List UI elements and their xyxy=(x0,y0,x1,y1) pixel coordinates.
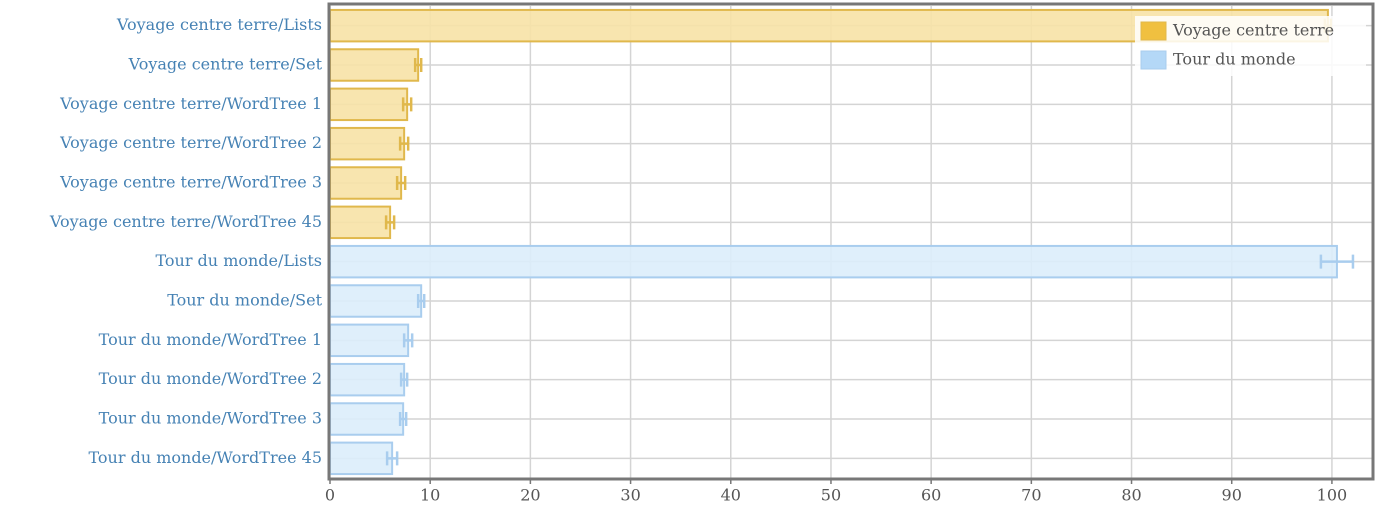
error-bar xyxy=(1319,254,1355,269)
error-bar xyxy=(416,294,426,308)
error-bar xyxy=(413,58,423,72)
error-bar xyxy=(395,176,407,190)
y-tick-label: Tour du monde/Lists xyxy=(155,251,322,270)
error-bar xyxy=(401,97,413,112)
y-tick-label: Tour du monde/WordTree 1 xyxy=(99,330,322,349)
x-tick-label: 50 xyxy=(821,486,841,505)
bar xyxy=(329,166,403,200)
y-tick-label: Tour du monde/WordTree 3 xyxy=(99,409,322,428)
bar xyxy=(329,284,423,318)
error-bar xyxy=(398,136,410,151)
y-tick-label: Voyage centre terre/WordTree 2 xyxy=(59,133,322,152)
x-tick-label: 10 xyxy=(420,486,440,505)
x-tick-label: 70 xyxy=(1021,486,1041,505)
legend-swatch xyxy=(1140,50,1167,70)
y-tick-label: Voyage centre terre/Lists xyxy=(116,15,322,34)
x-tick-label: 40 xyxy=(721,486,741,505)
legend-label: Voyage centre terre xyxy=(1172,21,1334,40)
error-bar xyxy=(398,412,408,426)
x-tick-label: 80 xyxy=(1121,486,1141,505)
y-tick-label: Voyage centre terre/WordTree 1 xyxy=(59,94,322,113)
x-tick-label: 0 xyxy=(325,486,335,505)
y-tick-label: Tour du monde/Set xyxy=(167,291,322,310)
y-tick-label: Tour du monde/WordTree 2 xyxy=(99,369,322,388)
y-tick-label: Voyage centre terre/WordTree 3 xyxy=(59,173,322,192)
x-tick-label: 30 xyxy=(620,486,640,505)
bar xyxy=(329,244,1338,279)
error-bar xyxy=(384,215,396,230)
bar xyxy=(329,323,410,358)
bar xyxy=(329,48,420,82)
bar xyxy=(329,205,392,240)
y-tick-label: Voyage centre terre/WordTree 45 xyxy=(49,212,322,231)
error-bar xyxy=(399,372,409,387)
y-tick-label: Voyage centre terre/Set xyxy=(128,55,323,74)
x-tick-label: 90 xyxy=(1222,486,1242,505)
legend-box xyxy=(1135,16,1366,76)
bar xyxy=(329,402,405,436)
x-tick-label: 20 xyxy=(520,486,540,505)
plot-frame xyxy=(327,2,1375,481)
legend-label: Tour du monde xyxy=(1173,50,1296,69)
bar xyxy=(329,362,406,397)
error-bar xyxy=(385,451,399,466)
x-tick-label: 100 xyxy=(1317,486,1348,505)
bar xyxy=(329,126,406,161)
y-tick-label: Tour du monde/WordTree 45 xyxy=(88,448,322,467)
bar xyxy=(329,441,394,476)
legend-swatch xyxy=(1140,21,1167,41)
error-bar xyxy=(402,333,414,348)
bar xyxy=(329,87,409,122)
x-tick-label: 60 xyxy=(921,486,941,505)
